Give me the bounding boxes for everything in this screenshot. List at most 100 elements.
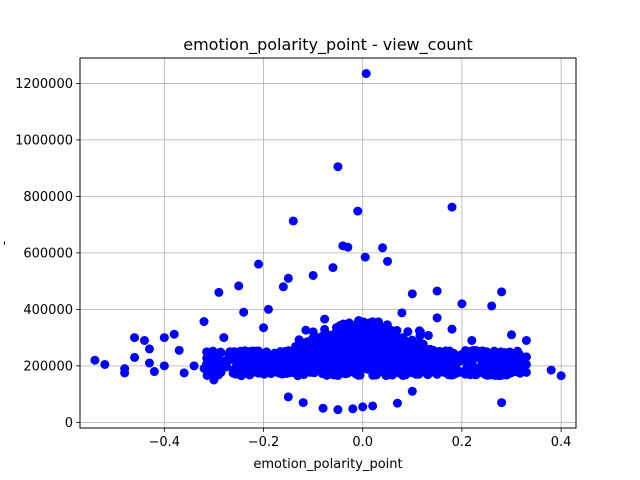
- data-point: [348, 404, 358, 414]
- data-point: [376, 350, 386, 360]
- data-point: [120, 368, 130, 378]
- data-point: [294, 353, 304, 363]
- y-tick-label: 800000: [23, 190, 73, 205]
- data-point: [497, 398, 507, 408]
- data-point: [280, 347, 290, 357]
- data-point: [344, 352, 354, 362]
- data-point: [320, 324, 330, 334]
- data-point: [343, 242, 353, 252]
- y-tick-label: 600000: [23, 246, 73, 261]
- data-point: [362, 352, 372, 362]
- data-point: [239, 307, 249, 317]
- data-point: [457, 299, 467, 309]
- data-point: [381, 371, 391, 381]
- x-tick-label: −0.4: [149, 435, 181, 450]
- data-point: [378, 243, 388, 253]
- y-tick-label: 400000: [23, 303, 73, 318]
- data-point: [259, 369, 269, 379]
- data-point: [278, 357, 288, 367]
- data-point: [432, 313, 442, 323]
- data-point: [482, 370, 492, 380]
- data-point: [341, 334, 351, 344]
- data-point: [263, 304, 273, 314]
- data-point: [422, 369, 432, 379]
- data-point: [392, 326, 402, 336]
- data-point: [423, 330, 433, 340]
- data-point: [360, 252, 370, 262]
- data-point: [219, 333, 229, 343]
- data-point: [381, 335, 391, 345]
- data-point: [467, 335, 477, 345]
- data-point: [404, 347, 414, 357]
- y-axis-ticks: 0 200000 400000 600000 800000 1000000 1200000: [15, 77, 80, 431]
- data-point: [204, 368, 214, 378]
- data-point: [449, 369, 459, 379]
- data-point: [368, 401, 378, 411]
- data-point: [319, 363, 329, 373]
- data-point: [427, 350, 437, 360]
- y-tick-label: 1200000: [15, 77, 73, 92]
- data-point: [399, 334, 409, 344]
- x-tick-label: 0.4: [551, 435, 572, 450]
- data-point: [388, 347, 398, 357]
- data-point: [447, 360, 457, 370]
- chart-title: emotion_polarity_point - view_count: [183, 35, 473, 55]
- data-point: [214, 359, 224, 369]
- data-point: [288, 360, 298, 370]
- data-point: [283, 392, 293, 402]
- data-point: [407, 386, 417, 396]
- data-point: [546, 365, 556, 375]
- x-axis-label: emotion_polarity_point: [253, 457, 402, 472]
- x-tick-label: 0.2: [452, 435, 473, 450]
- data-point: [329, 335, 339, 345]
- data-point: [384, 355, 394, 365]
- data-point: [503, 367, 513, 377]
- data-point: [266, 367, 276, 377]
- data-point: [445, 346, 455, 356]
- data-point: [90, 355, 100, 365]
- data-point: [397, 308, 407, 318]
- data-point: [246, 369, 256, 379]
- data-point: [507, 330, 517, 340]
- data-point: [487, 301, 497, 311]
- data-point: [428, 357, 438, 367]
- y-tick-label: 1000000: [15, 133, 73, 148]
- data-point: [254, 259, 264, 269]
- data-point: [416, 362, 426, 372]
- data-point: [234, 281, 244, 291]
- data-point: [406, 362, 416, 372]
- data-point: [492, 365, 502, 375]
- data-point: [510, 361, 520, 371]
- y-tick-label: 0: [65, 416, 73, 431]
- data-point: [373, 334, 383, 344]
- data-point: [144, 344, 154, 354]
- data-point: [199, 317, 209, 327]
- data-point: [447, 324, 457, 334]
- data-point: [308, 270, 318, 280]
- data-point: [447, 202, 457, 212]
- data-point: [159, 333, 169, 343]
- data-point: [169, 329, 179, 339]
- data-point: [415, 331, 425, 341]
- data-point: [139, 335, 149, 345]
- data-point: [100, 359, 110, 369]
- data-point: [432, 286, 442, 296]
- data-point: [237, 362, 247, 372]
- data-point: [460, 346, 470, 356]
- data-point: [353, 370, 363, 380]
- data-point: [403, 327, 413, 337]
- data-point: [357, 322, 367, 332]
- y-tick-label: 200000: [23, 359, 73, 374]
- data-point: [476, 364, 486, 374]
- data-point: [392, 398, 402, 408]
- data-point: [461, 369, 471, 379]
- data-point: [418, 354, 428, 364]
- data-point: [407, 289, 417, 299]
- data-point: [208, 348, 218, 358]
- data-point: [334, 326, 344, 336]
- data-point: [333, 162, 343, 172]
- data-point: [240, 346, 250, 356]
- data-point: [333, 405, 343, 415]
- data-point: [298, 398, 308, 408]
